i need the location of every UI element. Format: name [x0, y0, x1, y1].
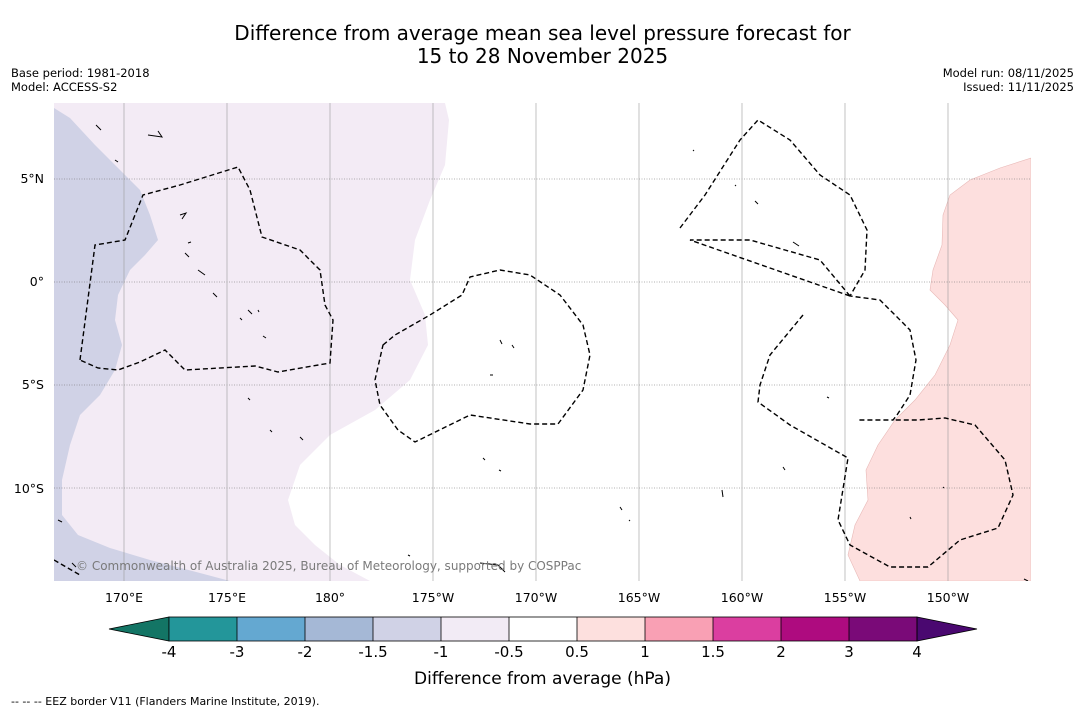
anomaly-region-plus-0.5 — [847, 157, 1031, 581]
meta-right: Model run: 08/11/2025 Issued: 11/11/2025 — [943, 66, 1074, 94]
lat-label-5s: 5°S — [21, 377, 44, 392]
map-plot-area — [54, 103, 1031, 581]
islands — [57, 124, 1029, 581]
colorbar-bin-10 — [781, 617, 849, 641]
colorbar-bin-9 — [713, 617, 781, 641]
colorbar-bin-4 — [373, 617, 441, 641]
issued-date: Issued: 11/11/2025 — [963, 80, 1074, 94]
colorbar-tick: 4 — [912, 643, 922, 661]
colorbar-tick: -1.5 — [358, 643, 388, 661]
colorbar-bin-2 — [237, 617, 305, 641]
colorbar-bin-5 — [441, 617, 509, 641]
colorbar-tick: -1 — [433, 643, 449, 661]
lon-label-165w: 165°W — [617, 590, 661, 605]
colorbar-extend-high — [916, 616, 978, 642]
eez-border-left-edge — [54, 559, 81, 576]
colorbar — [108, 616, 978, 642]
colorbar-tick: 0.5 — [565, 643, 589, 661]
lon-label-170e: 170°E — [104, 590, 143, 605]
latitude-gridlines — [54, 178, 1031, 489]
lon-label-170w: 170°W — [514, 590, 558, 605]
colorbar-bin-6 — [509, 617, 577, 641]
copyright-notice: © Commonwealth of Australia 2025, Bureau… — [76, 559, 582, 573]
model-name: Model: ACCESS-S2 — [11, 80, 118, 94]
anomaly-region-minus-1 — [54, 108, 230, 581]
title-line-2: 15 to 28 November 2025 — [416, 44, 669, 68]
colorbar-tick: -2 — [297, 643, 313, 661]
lat-label-5n: 5°N — [20, 171, 44, 186]
colorbar-extend-low — [108, 616, 170, 642]
base-period: Base period: 1981-2018 — [11, 66, 150, 80]
eez-borders — [54, 119, 1014, 576]
colorbar-tick: -3 — [229, 643, 245, 661]
colorbar-tick: 3 — [844, 643, 854, 661]
colorbar-bin-11 — [849, 617, 917, 641]
lon-label-180: 180° — [314, 590, 346, 605]
eez-border-line-islands-north — [679, 119, 917, 421]
lat-label-0: 0° — [29, 274, 44, 289]
colorbar-bin-1 — [169, 617, 237, 641]
colorbar-title: Difference from average (hPa) — [414, 669, 671, 689]
meta-left: Base period: 1981-2018 Model: ACCESS-S2 — [11, 66, 150, 94]
lon-label-150w: 150°W — [926, 590, 970, 605]
colorbar-bin-3 — [305, 617, 373, 641]
eez-footnote: -- -- -- EEZ border V11 (Flanders Marine… — [11, 695, 320, 708]
model-run: Model run: 08/11/2025 — [942, 66, 1074, 80]
colorbar-bin-7 — [577, 617, 645, 641]
longitude-gridlines — [123, 103, 949, 581]
lat-label-10s: 10°S — [13, 481, 44, 496]
colorbar-tick: -4 — [161, 643, 177, 661]
colorbar-tick: -0.5 — [494, 643, 524, 661]
map-title: Difference from average mean sea level p… — [0, 22, 1085, 68]
colorbar-tick: 2 — [776, 643, 786, 661]
colorbar-tick: 1.5 — [701, 643, 725, 661]
colorbar-tick: 1 — [640, 643, 650, 661]
lon-label-155w: 155°W — [823, 590, 867, 605]
lon-label-160w: 160°W — [720, 590, 764, 605]
anomaly-region-minus-0.5 — [54, 103, 449, 581]
lon-label-175e: 175°E — [207, 590, 246, 605]
colorbar-bin-8 — [645, 617, 713, 641]
eez-border-tuvalu-kiribati-west — [79, 166, 334, 373]
lon-label-175w: 175°W — [411, 590, 455, 605]
eez-border-line-islands-south — [757, 314, 1014, 568]
title-line-1: Difference from average mean sea level p… — [234, 21, 851, 45]
